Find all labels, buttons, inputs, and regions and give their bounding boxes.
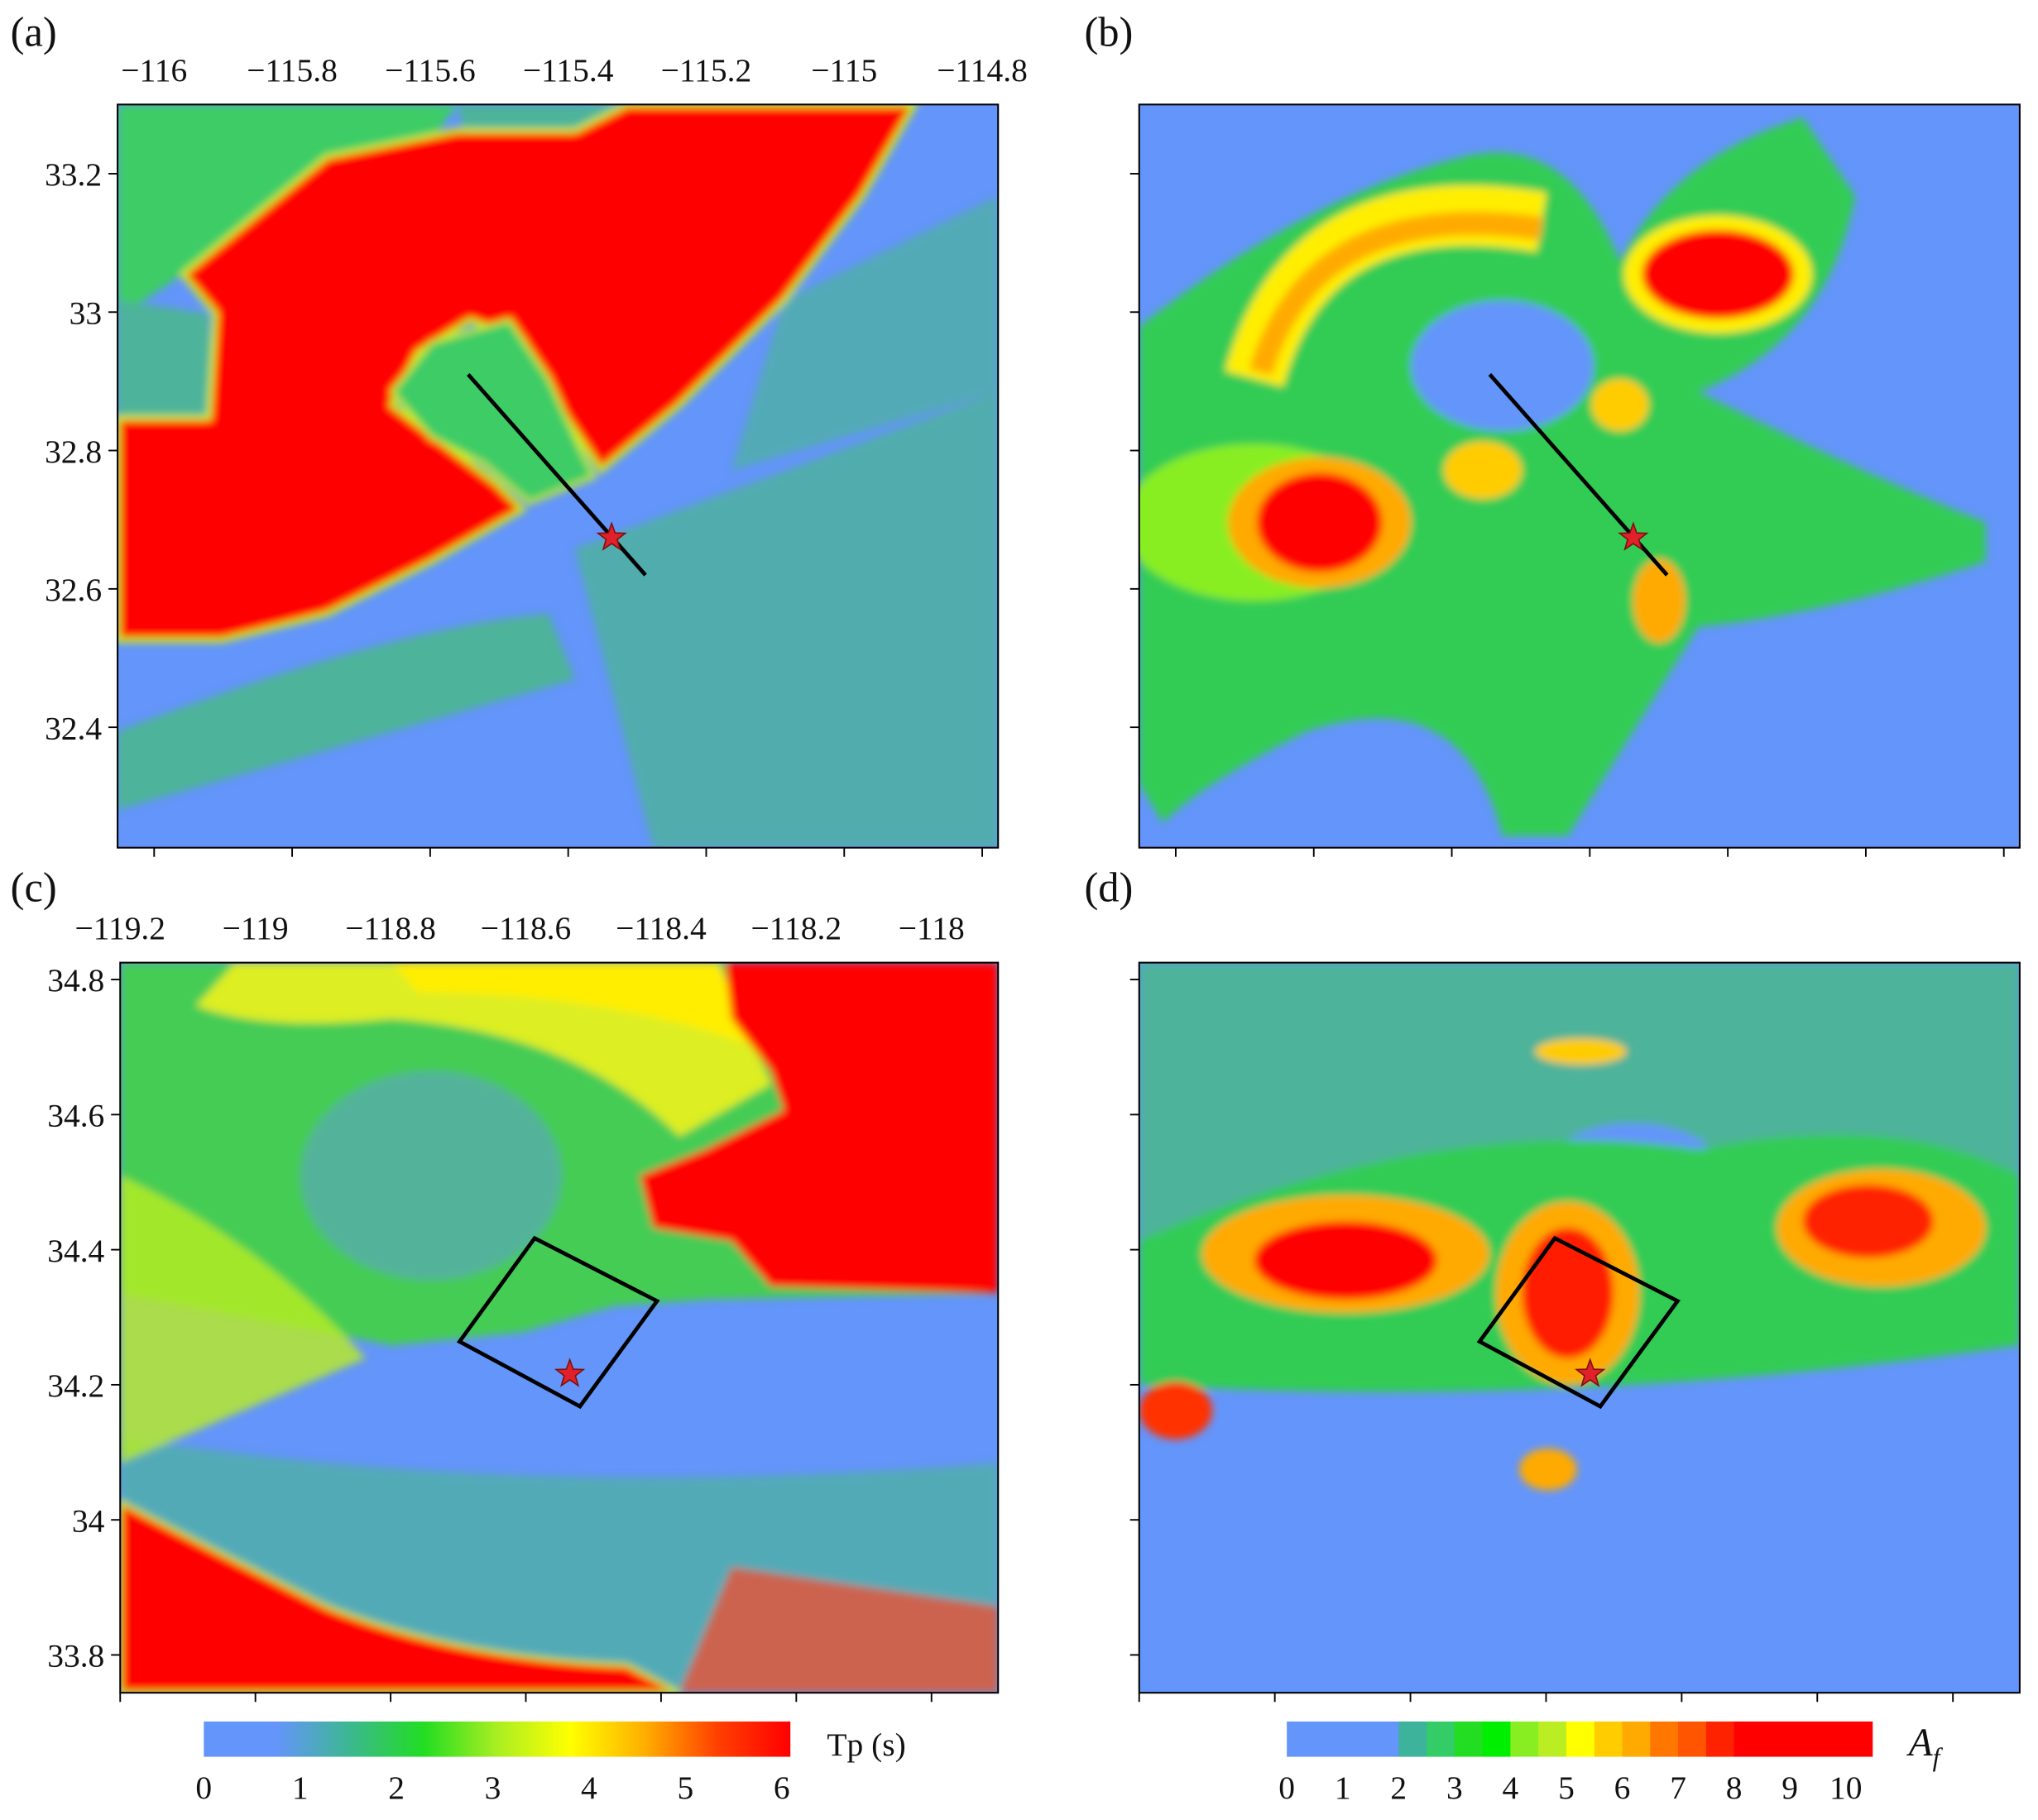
x-tick-label: −118.6: [481, 910, 572, 946]
field-d: [1139, 962, 2020, 1693]
y-tick-label: 34.6: [47, 1098, 104, 1134]
axes-frame: [1138, 961, 2021, 1694]
y-tick-label: 34.4: [47, 1233, 104, 1269]
y-tick-label: 33.8: [47, 1638, 104, 1674]
y-tick-label: 34.2: [47, 1367, 104, 1404]
axes-frame: [117, 103, 1000, 849]
colorbar-tick-label: 9: [1781, 1770, 1798, 1806]
colorbar-band: [1287, 1721, 1400, 1757]
colorbar-tick-label: 4: [581, 1770, 597, 1806]
epicenter: [1574, 1358, 1606, 1387]
axes-frame: [119, 961, 1000, 1694]
x-tick-label: −119.2: [74, 910, 165, 946]
y-tick-label: 34.8: [47, 962, 104, 999]
x-tick-label: −118.8: [345, 910, 436, 946]
y-tick-label: 34: [72, 1502, 105, 1539]
colorbar-tick-label: 6: [1614, 1770, 1631, 1806]
panel-label: (d): [1084, 864, 1133, 910]
colorbar-label: Af: [1906, 1722, 1944, 1772]
epicenter: [596, 521, 627, 551]
colorbar-band: [1594, 1721, 1623, 1757]
colorbar-band: [1427, 1721, 1455, 1757]
x-tick-label: −114.8: [937, 52, 1028, 89]
x-tick-label: −115.2: [661, 52, 752, 89]
colorbar-band: [1398, 1721, 1427, 1757]
colorbar-tick-label: 2: [1390, 1770, 1407, 1806]
x-tick-label: −115: [811, 52, 877, 89]
colorbar-band: [1566, 1721, 1595, 1757]
colorbar-tick-label: 5: [677, 1770, 693, 1806]
colorbar-band: [1650, 1721, 1679, 1757]
colorbar-label-sub: f: [1933, 1743, 1944, 1772]
colorbar-band: [1482, 1721, 1512, 1757]
rupture-outline: [456, 1235, 660, 1410]
colorbar-band: [1678, 1721, 1707, 1757]
axes-frame: [1138, 103, 2021, 849]
x-tick-label: −118.2: [751, 910, 842, 946]
colorbar-tick-label: 3: [485, 1770, 501, 1806]
colorbar-band: [1622, 1721, 1652, 1757]
field-b: [1139, 104, 2020, 848]
colorbar-tick-label: 2: [388, 1770, 405, 1806]
x-tick-label: −118.4: [616, 910, 707, 946]
colorbar-label-main: Tp (s): [827, 1727, 905, 1763]
y-tick-label: 33: [70, 295, 102, 331]
colorbar-tick-label: 8: [1726, 1770, 1743, 1806]
colorbar-tick-label: 1: [1335, 1770, 1351, 1806]
panel-label: (c): [11, 864, 57, 910]
x-tick-label: −115.8: [247, 52, 338, 89]
x-tick-label: −118: [899, 910, 965, 946]
colorbar-tick-label: 4: [1503, 1770, 1519, 1806]
y-tick-label: 32.4: [45, 710, 102, 746]
colorbar-band: [1705, 1721, 1735, 1757]
colorbar: [204, 1721, 791, 1757]
colorbar-band: [1454, 1721, 1484, 1757]
rupture-outline: [1476, 1235, 1681, 1410]
colorbar-tick-label: 0: [195, 1770, 212, 1806]
x-tick-label: −119: [223, 910, 289, 946]
colorbar-tick-label: 1: [292, 1770, 309, 1806]
panel-label: (b): [1084, 8, 1133, 55]
colorbar-band: [1733, 1721, 1873, 1757]
colorbar-tick-label: 7: [1670, 1770, 1686, 1806]
colorbar-tick-label: 6: [774, 1770, 790, 1806]
epicenter: [1618, 521, 1649, 551]
x-tick-label: −115.6: [385, 52, 476, 89]
colorbar-tick-label: 5: [1558, 1770, 1575, 1806]
colorbar-band: [1538, 1721, 1567, 1757]
field-c: [120, 962, 999, 1693]
x-tick-label: −115.4: [523, 52, 614, 89]
colorbar-tick-label: 3: [1446, 1770, 1463, 1806]
epicenter: [554, 1358, 586, 1387]
y-tick-label: 33.2: [45, 156, 102, 193]
x-tick-label: −116: [121, 52, 187, 89]
y-tick-label: 32.8: [45, 433, 102, 470]
colorbar-band: [1510, 1721, 1539, 1757]
panel-label: (a): [11, 8, 57, 55]
colorbar-tick-label: 0: [1278, 1770, 1295, 1806]
colorbar-tick-label: 10: [1829, 1770, 1862, 1806]
y-tick-label: 32.6: [45, 572, 102, 608]
colorbar-label-main: A: [1906, 1722, 1934, 1765]
colorbar-label: Tp (s): [827, 1727, 905, 1763]
